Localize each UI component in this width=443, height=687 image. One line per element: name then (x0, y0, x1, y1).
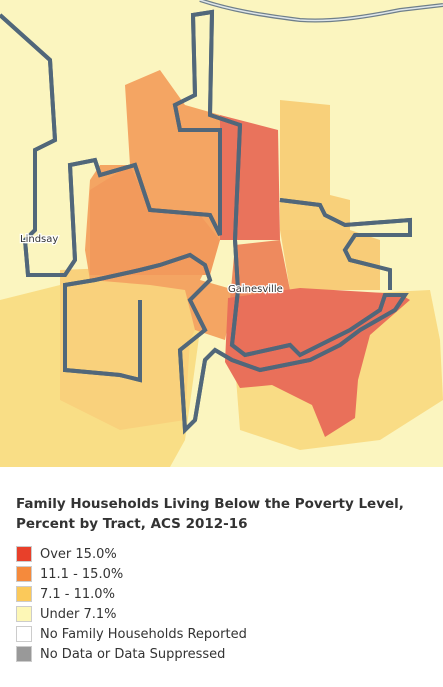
place-label: Gainesville (228, 284, 283, 295)
city-boundary (0, 9, 412, 435)
tract (280, 230, 380, 290)
tract (90, 165, 220, 275)
legend-item: No Data or Data Suppressed (16, 644, 436, 664)
legend-label: 7.1 - 11.0% (40, 586, 115, 602)
legend-swatch (16, 546, 32, 562)
legend-item: No Family Households Reported (16, 624, 436, 644)
legend-swatch (16, 646, 32, 662)
tract (220, 115, 280, 240)
place-label: Lindsay (20, 234, 58, 245)
legend: Family Households Living Below the Pover… (16, 494, 436, 664)
legend-item: Over 15.0% (16, 544, 436, 564)
legend-label: 11.1 - 15.0% (40, 566, 124, 582)
legend-label: Under 7.1% (40, 606, 117, 622)
legend-label: Over 15.0% (40, 546, 117, 562)
legend-label: No Data or Data Suppressed (40, 646, 226, 662)
legend-item: 7.1 - 11.0% (16, 584, 436, 604)
tract (60, 265, 200, 430)
legend-item: 11.1 - 15.0% (16, 564, 436, 584)
tract (230, 240, 290, 300)
tract (280, 100, 350, 230)
legend-swatch (16, 586, 32, 602)
river (199, 0, 443, 22)
legend-swatch (16, 566, 32, 582)
legend-item: Under 7.1% (16, 604, 436, 624)
legend-swatch (16, 606, 32, 622)
tract (225, 288, 410, 437)
legend-label: No Family Households Reported (40, 626, 247, 642)
legend-swatch (16, 626, 32, 642)
legend-title: Family Households Living Below the Pover… (16, 496, 404, 532)
map: Lindsay Gainesville (0, 0, 443, 467)
